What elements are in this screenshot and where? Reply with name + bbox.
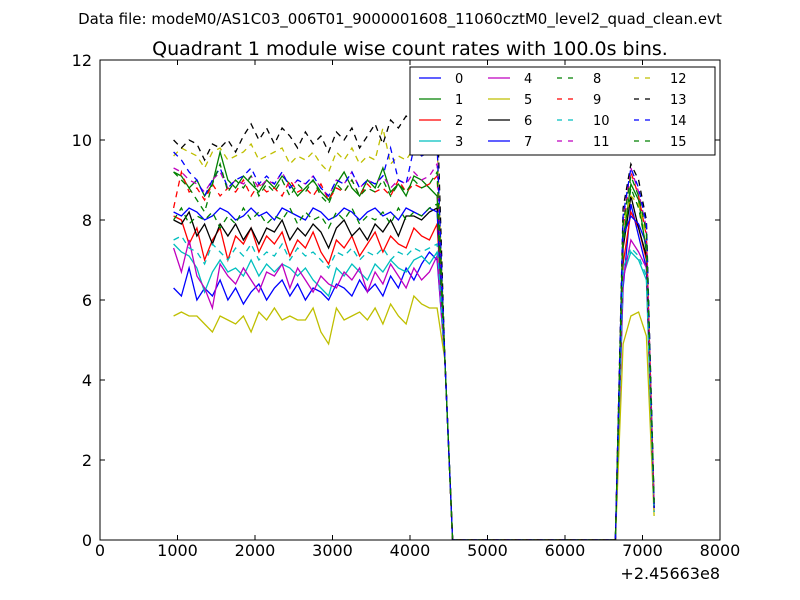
series-line-6 [173, 195, 655, 540]
legend-label-13: 13 [670, 93, 687, 108]
legend-label-5: 5 [524, 93, 532, 108]
legend-label-0: 0 [455, 72, 463, 87]
series-line-0 [173, 203, 655, 540]
figure-suptitle: Data file: modeM0/AS1C03_006T01_90000016… [78, 10, 722, 29]
x-axis: 0 1000 2000 3000 4000 5000 6000 7000 8000 [95, 60, 740, 560]
x-tick-label: 2000 [235, 541, 276, 560]
series-line-2 [173, 209, 655, 540]
y-tick-label: 4 [82, 371, 92, 390]
legend-label-1: 1 [455, 93, 463, 108]
y-tick-label: 10 [72, 131, 92, 150]
x-offset-label: +2.45663e8 [620, 564, 720, 583]
series-line-3 [173, 243, 655, 540]
legend-label-9: 9 [593, 93, 601, 108]
x-tick-label: 0 [95, 541, 105, 560]
x-tick-label: 3000 [312, 541, 353, 560]
x-tick-label: 1000 [157, 541, 198, 560]
y-tick-label: 0 [82, 531, 92, 550]
series-line-1 [173, 149, 655, 540]
legend-label-6: 6 [524, 114, 532, 129]
legend-label-11: 11 [593, 135, 610, 150]
x-tick-label: 8000 [700, 541, 741, 560]
y-tick-label: 8 [82, 211, 92, 230]
y-tick-label: 12 [72, 51, 92, 70]
legend-label-12: 12 [670, 72, 687, 87]
series-line-7 [173, 207, 655, 540]
legend-label-3: 3 [455, 135, 463, 150]
series-line-5 [173, 294, 655, 540]
legend-label-15: 15 [670, 135, 687, 150]
legend-label-14: 14 [670, 114, 687, 129]
series-line-4 [172, 238, 655, 540]
series-line-9 [172, 169, 655, 540]
series-line-10 [173, 235, 655, 540]
legend-label-2: 2 [455, 114, 463, 129]
x-tick-label: 5000 [467, 541, 508, 560]
legend-frame [409, 66, 716, 156]
series-line-15 [173, 161, 655, 540]
legend-label-8: 8 [593, 72, 601, 87]
series-line-11 [173, 161, 655, 540]
y-tick-label: 2 [82, 451, 92, 470]
x-tick-label: 6000 [545, 541, 586, 560]
y-tick-label: 6 [82, 291, 92, 310]
x-tick-label: 4000 [390, 541, 431, 560]
legend-label-10: 10 [593, 114, 610, 129]
chart-title: Quadrant 1 module wise count rates with … [152, 38, 668, 60]
x-tick-label: 7000 [622, 541, 663, 560]
legend-label-4: 4 [524, 72, 532, 87]
legend-label-7: 7 [524, 135, 532, 150]
